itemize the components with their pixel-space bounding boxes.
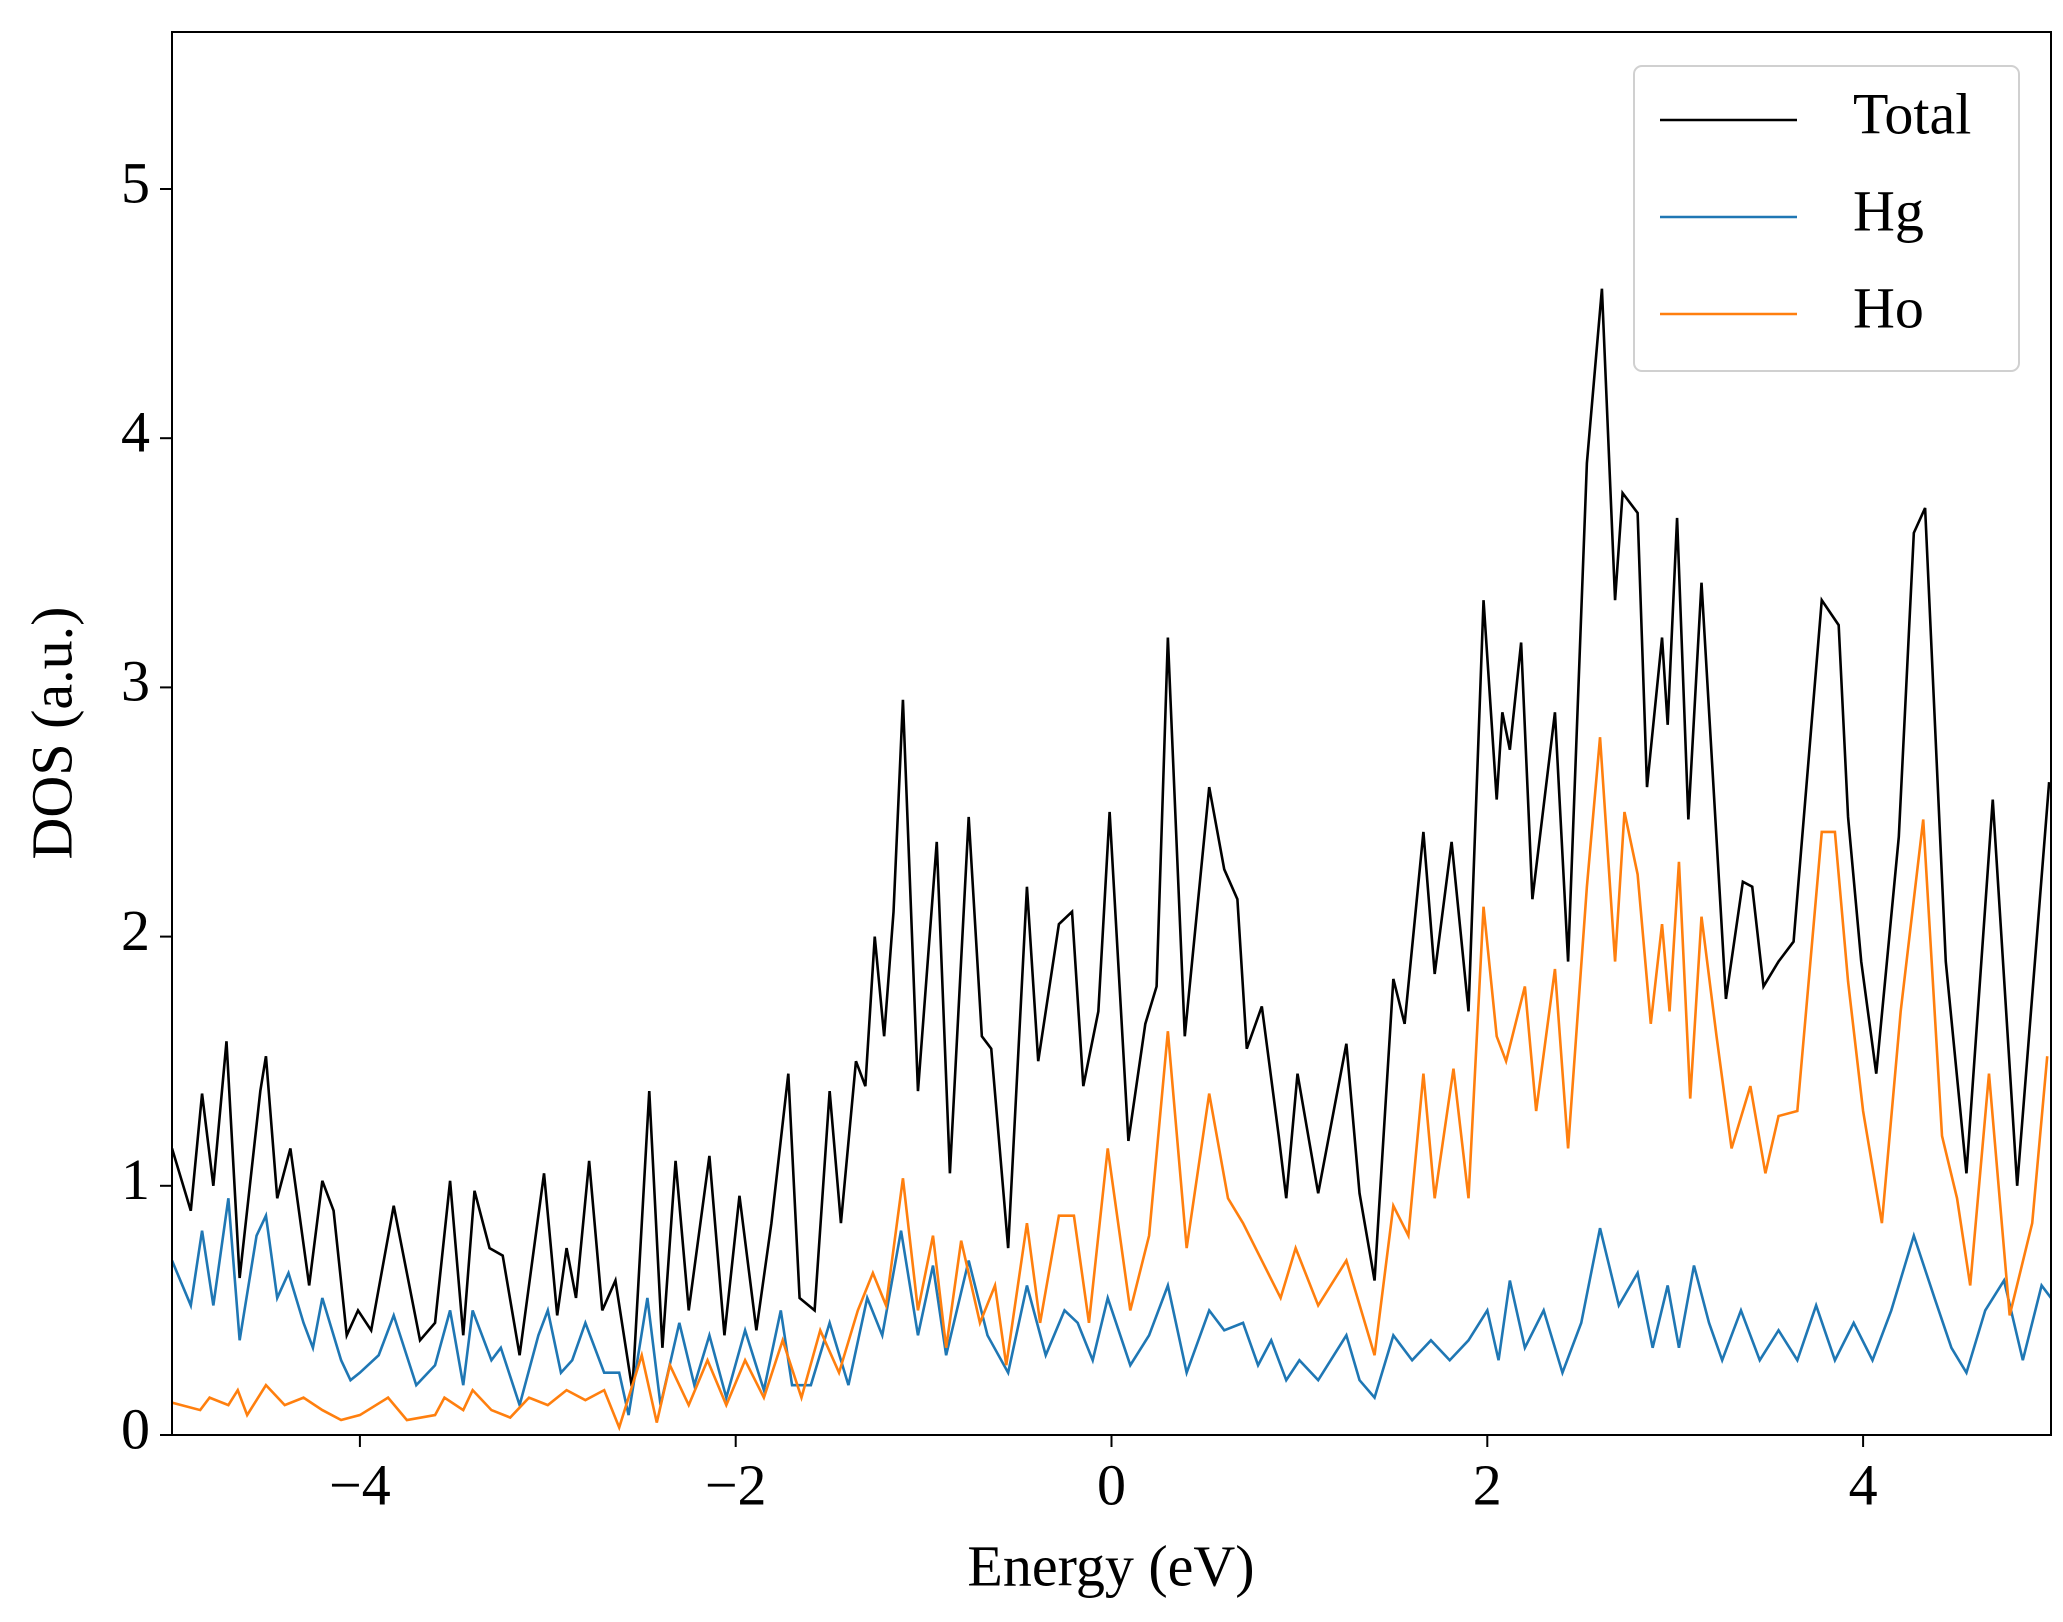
plot-frame [171, 31, 2052, 1436]
legend-box [1633, 65, 2020, 372]
series-line [172, 1198, 2051, 1416]
x-axis-label: Energy (eV) [967, 1533, 1254, 1598]
x-tick-label: 2 [1473, 1452, 1502, 1517]
y-tick-label: 2 [121, 898, 150, 963]
x-tick-label: 4 [1849, 1452, 1878, 1517]
y-tick-label: 3 [121, 649, 150, 714]
series-line [172, 288, 2051, 1391]
y-tick-label: 4 [121, 400, 150, 465]
x-tick-label: 0 [1097, 1452, 1126, 1517]
legend-label: Ho [1853, 275, 1924, 340]
y-tick-label: 0 [121, 1396, 150, 1461]
y-axis-label: DOS (a.u.) [19, 607, 84, 860]
series-line [172, 737, 2049, 1432]
y-tick-label: 1 [121, 1147, 150, 1212]
y-tick-label: 5 [121, 150, 150, 215]
x-tick-label: −2 [705, 1452, 767, 1517]
legend-label: Hg [1853, 178, 1924, 243]
legend-label: Total [1853, 81, 1971, 146]
x-tick-label: −4 [329, 1452, 391, 1517]
